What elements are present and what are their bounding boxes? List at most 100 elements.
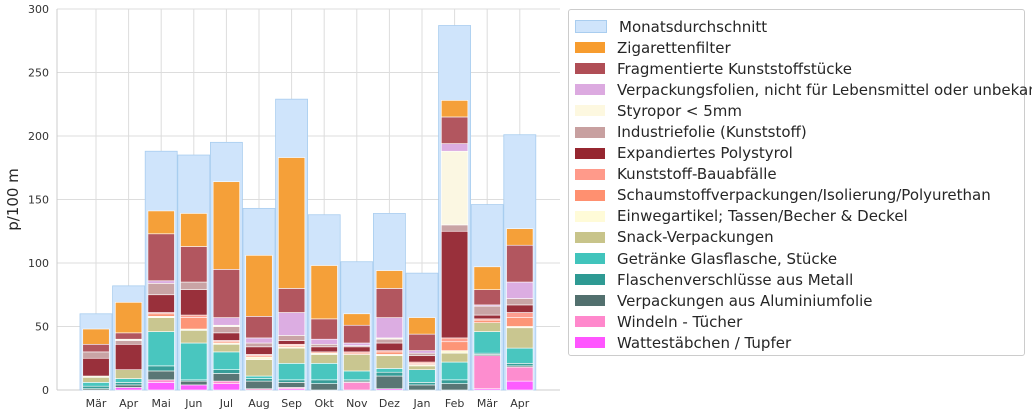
stacked-segment [506,347,534,364]
stacked-segment [278,347,306,364]
legend-swatch [575,42,605,54]
legend-swatch [575,168,605,180]
stacked-segment [441,230,469,339]
legend-item: Flaschenverschlüsse aus Metall [569,269,1024,290]
stacked-segment [441,350,469,354]
stacked-segment [375,371,403,377]
stacked-segment [180,213,208,247]
x-tick-label: Mär [477,397,498,410]
legend-swatch [575,274,605,286]
stacked-segment [343,354,371,372]
x-tick-label: Nov [346,397,368,410]
legend-label: Industriefolie (Kunststoff) [617,123,807,142]
stacked-segment [180,281,208,290]
stacked-segment [343,346,371,353]
stacked-segment [310,363,338,381]
legend-item: Windeln - Tücher [569,311,1024,332]
stacked-segment [245,346,273,355]
stacked-segment [212,380,240,384]
legend-item: Verpackungsfolien, nicht für Lebensmitte… [569,79,1032,100]
stacked-segment [82,328,110,345]
legend-label: Flaschenverschlüsse aus Metall [617,270,854,289]
stacked-segment [147,294,175,313]
stacked-segment [245,337,273,344]
legend-label: Verpackungen aus Aluminiumfolie [617,291,873,310]
legend-item: Zigarettenfilter [569,37,1024,58]
stacked-segment [82,351,110,359]
stacked-segment [147,382,175,391]
stacked-segment [212,269,240,318]
x-tick-label: Jul [219,397,233,410]
stacked-segment [375,342,403,351]
stacked-segment [441,143,469,152]
stacked-segment [473,314,501,320]
x-tick-label: Aug [248,397,269,410]
legend-label: Fragmentierte Kunststoffstücke [617,59,852,78]
y-tick-label: 300 [28,3,49,16]
stacked-segment [408,333,436,351]
stacked-segment [506,366,534,382]
x-tick-label: Apr [119,397,139,410]
x-tick-label: Dez [379,397,400,410]
legend-item: Verpackungen aus Aluminiumfolie [569,290,1024,311]
stacked-segment [375,288,403,318]
legend-swatch [575,105,605,117]
stacked-segment [441,150,469,226]
stacked-segment [441,341,469,351]
stacked-segment [506,244,534,283]
stacked-segment [408,352,436,357]
stacked-segment [506,380,534,391]
legend-swatch [575,295,605,307]
stacked-segment [212,326,240,334]
stacked-segment [82,376,110,383]
stacked-segment [147,280,175,284]
stacked-segment [115,332,143,340]
stacked-segment [441,100,469,118]
stacked-segment [278,363,306,381]
stacked-segment [375,368,403,373]
legend-item: Wattestäbchen / Tupfer [569,332,1024,353]
stacked-segment [375,355,403,369]
stacked-segment [408,350,436,354]
stacked-segment [180,314,208,318]
legend-label: Snack-Verpackungen [617,228,774,247]
stacked-segment [245,380,273,390]
y-axis-label: p/100 m [4,168,22,231]
y-tick-label: 200 [28,130,49,143]
stacked-segment [375,317,403,339]
stacked-segment [212,351,240,370]
stacked-segment [115,343,143,370]
stacked-segment [278,382,306,388]
stacked-segment [408,365,436,370]
legend-item: Kunststoff-Bauabfälle [569,164,1024,185]
stacked-segment [245,375,273,379]
stacked-segment [147,365,175,372]
stacked-segment [506,281,534,299]
stacked-segment [180,289,208,316]
stacked-segment [310,379,338,384]
stacked-segment [375,375,403,390]
legend-swatch [575,316,605,328]
stacked-segment [473,289,501,306]
stacked-segment [310,318,338,340]
legend-label: Einwegartikel; Tassen/Becher & Deckel [617,207,908,226]
stacked-segment [147,370,175,381]
legend-item: Getränke Glasflasche, Stücke [569,248,1024,269]
stacked-segment [506,363,534,367]
legend-label: Styropor < 5mm [617,101,743,120]
legend-label: Schaumstoffverpackungen/Isolierung/Polyu… [617,186,991,205]
stacked-segment [473,266,501,290]
stacked-segment [506,228,534,246]
legend-label: Kunststoff-Bauabfälle [617,165,777,184]
legend-label: Monatsdurchschnitt [619,17,768,36]
stacked-segment [245,255,273,317]
stacked-segment [441,361,469,381]
stacked-segment [310,343,338,348]
stacked-segment [310,338,338,345]
stacked-segment [408,369,436,383]
stacked-segment [506,327,534,349]
stacked-segment [441,379,469,384]
x-tick-label: Apr [510,397,530,410]
legend-label: Getränke Glasflasche, Stücke [617,249,838,268]
stacked-segment [506,317,534,327]
